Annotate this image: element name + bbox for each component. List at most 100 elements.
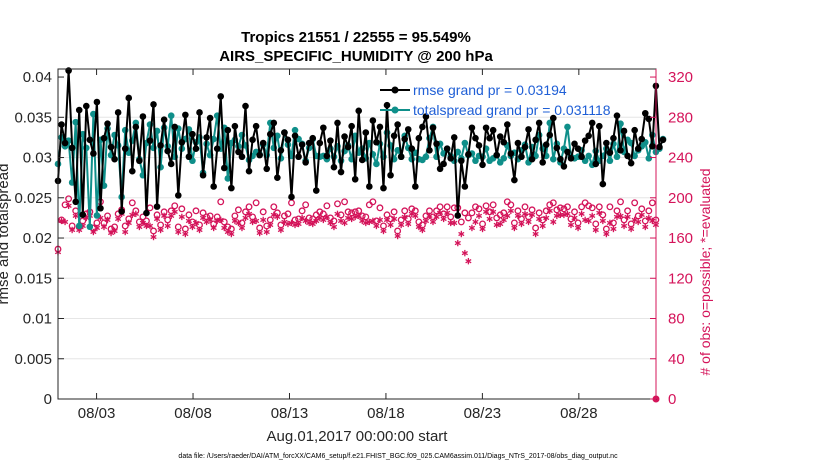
- rmse-point: [649, 142, 656, 150]
- rmse-point: [143, 209, 150, 217]
- y-left-tick-label: 0.025: [14, 190, 52, 207]
- totalspread-point: [500, 155, 508, 162]
- obs-possible-marker: [578, 203, 586, 211]
- obs-evaluated-marker: [267, 221, 274, 229]
- obs-possible-marker: [553, 206, 561, 214]
- obs-possible-marker: [65, 195, 73, 203]
- obs-evaluated-marker: [253, 217, 260, 225]
- obs-evaluated-marker: [115, 215, 122, 223]
- obs-evaluated-marker: [539, 222, 546, 230]
- obs-possible-marker: [571, 208, 578, 216]
- rmse-point: [504, 121, 511, 128]
- rmse-series: [54, 67, 667, 219]
- totalspread-point: [585, 152, 592, 160]
- obs-possible-marker: [464, 214, 472, 222]
- obs-evaluated-marker: [610, 225, 617, 233]
- rmse-point: [659, 136, 667, 144]
- obs-evaluated-marker: [369, 217, 376, 225]
- y-left-tick-label: 0.02: [23, 230, 52, 247]
- totalspread-point: [461, 139, 469, 147]
- totalspread-point: [422, 153, 430, 161]
- obs-evaluated-marker: [433, 213, 440, 221]
- obs-evaluated-marker: [157, 226, 164, 234]
- rmse-point: [500, 138, 508, 146]
- rmse-point: [79, 211, 87, 218]
- rmse-point: [302, 159, 309, 166]
- obs-possible-marker: [645, 207, 653, 215]
- obs-evaluated-marker: [592, 226, 599, 234]
- rmse-point: [277, 146, 285, 154]
- rmse-point: [620, 127, 628, 135]
- rmse-point: [344, 143, 352, 151]
- obs-possible-marker: [560, 205, 568, 213]
- rmse-point: [656, 143, 663, 151]
- obs-evaluated-marker: [214, 217, 221, 225]
- obs-evaluated-marker: [596, 209, 603, 217]
- obs-possible-marker: [617, 198, 624, 206]
- rmse-point: [588, 119, 596, 127]
- obs-possible-marker: [433, 207, 440, 215]
- obs-evaluated-marker: [536, 215, 543, 223]
- obs-possible-marker: [369, 198, 377, 206]
- chart-subtitle: AIRS_SPECIFIC_HUMIDITY @ 200 hPa: [219, 48, 493, 65]
- rmse-point: [132, 123, 140, 131]
- y-axis-right-label: # of obs: o=possible; *=evaluated: [697, 168, 713, 375]
- obs-evaluated-marker: [185, 217, 193, 225]
- rmse-point: [242, 102, 249, 110]
- y-right-tick-label: 280: [668, 109, 693, 126]
- obs-evaluated-marker: [352, 213, 359, 221]
- rmse-point: [468, 124, 476, 132]
- rmse-point: [440, 160, 447, 168]
- rmse-point: [288, 193, 295, 201]
- rmse-point: [433, 140, 440, 148]
- rmse-point: [213, 145, 221, 152]
- obs-evaluated-marker: [514, 212, 522, 220]
- rmse-point: [426, 146, 433, 154]
- obs-evaluated-marker: [490, 208, 497, 216]
- rmse-point: [249, 136, 256, 144]
- obs-evaluated-marker: [486, 215, 493, 223]
- rmse-point: [525, 126, 532, 133]
- y-right-tick-label: 200: [668, 190, 693, 207]
- rmse-point: [182, 111, 189, 119]
- rmse-point: [146, 137, 154, 144]
- rmse-point: [316, 139, 324, 147]
- obs-evaluated-marker: [412, 212, 419, 220]
- obs-possible-marker: [164, 216, 172, 224]
- rmse-point: [641, 109, 649, 117]
- obs-evaluated-marker: [603, 230, 610, 238]
- y-left-tick-label: 0.04: [23, 69, 52, 86]
- obs-evaluated-marker: [376, 216, 384, 224]
- y-right-tick-label: 80: [668, 311, 685, 328]
- y-left-tick-label: 0: [44, 391, 52, 408]
- obs-evaluated-marker: [390, 215, 398, 223]
- rmse-point: [210, 183, 217, 190]
- obs-evaluated-marker: [454, 239, 461, 247]
- rmse-point: [235, 148, 242, 156]
- rmse-point: [475, 142, 483, 149]
- obs-possible-marker: [507, 201, 515, 209]
- rmse-point: [136, 157, 143, 165]
- obs-possible-marker: [288, 199, 295, 207]
- rmse-point: [320, 124, 327, 132]
- rmse-point: [458, 157, 465, 165]
- obs-evaluated-marker: [58, 217, 65, 225]
- rmse-point: [284, 136, 292, 144]
- totalspread-point: [86, 223, 94, 231]
- rmse-point: [564, 148, 571, 156]
- y-axis-left-label: rmse and totalspread: [0, 164, 12, 305]
- rmse-point: [104, 120, 111, 128]
- obs-evaluated-marker: [139, 219, 147, 227]
- rmse-point: [542, 141, 550, 148]
- obs-possible-marker: [302, 201, 310, 209]
- rmse-point: [256, 151, 263, 159]
- obs-evaluated-marker: [221, 224, 228, 232]
- obs-evaluated-marker: [274, 213, 281, 221]
- rmse-point: [231, 122, 239, 130]
- rmse-point: [348, 122, 355, 130]
- obs-evaluated-marker: [582, 216, 589, 224]
- obs-evaluated-marker: [189, 223, 196, 231]
- rmse-point: [571, 140, 578, 148]
- obs-evaluated-marker: [210, 224, 217, 232]
- obs-evaluated-marker: [440, 215, 447, 223]
